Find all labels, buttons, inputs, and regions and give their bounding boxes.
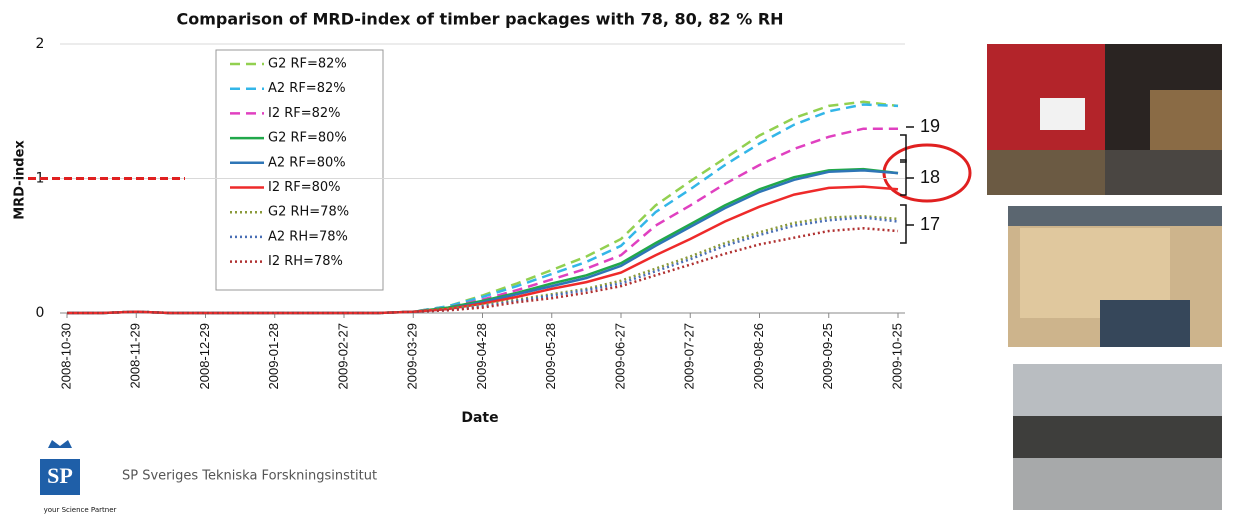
logo-text: SP (47, 463, 73, 488)
y-tick-label: 2 (36, 36, 45, 52)
series-line (67, 100, 899, 315)
y-axis-label: MRD-index (13, 140, 28, 220)
series-line (67, 185, 899, 315)
photo-timber-packages (1008, 206, 1222, 347)
legend-label: A2 RF=82% (268, 81, 346, 96)
organization-name: SP Sveriges Tekniska Forskningsinstitut (122, 469, 377, 484)
x-tick-label: 2009-06-27 (612, 323, 627, 390)
bracket (900, 126, 914, 163)
legend-label: I2 RH=78% (268, 254, 343, 269)
series-line (67, 227, 899, 315)
bracket (900, 159, 914, 196)
annotation: 18 (920, 167, 940, 187)
chart-title: Comparison of MRD-index of timber packag… (176, 10, 783, 29)
annotation: 17 (920, 214, 940, 234)
legend-label: G2 RH=78% (268, 205, 349, 220)
series-line (67, 169, 899, 315)
bracket (900, 204, 914, 244)
annotation: 19 (920, 116, 940, 136)
x-tick-label: 2008-12-29 (197, 323, 212, 390)
logo: SP your Science Partner (40, 440, 117, 514)
photo-storage-shed (1013, 364, 1222, 510)
x-axis-label: Date (461, 410, 498, 426)
x-tick-label: 2009-09-25 (820, 323, 835, 390)
y-tick-label: 0 (36, 305, 45, 321)
legend-label: G2 RF=80% (268, 131, 347, 146)
x-tick-label: 2009-07-27 (682, 323, 697, 390)
legend-label: I2 RF=80% (268, 180, 341, 195)
x-tick-label: 2008-11-29 (128, 323, 143, 389)
legend-box (215, 49, 384, 291)
series-line (67, 103, 899, 315)
logo-tagline: your Science Partner (44, 506, 117, 514)
x-tick-label: 2009-03-29 (405, 323, 420, 390)
legend-label: A2 RH=78% (268, 229, 348, 244)
series-line (67, 214, 899, 315)
x-tick-label: 2009-04-28 (474, 323, 489, 390)
legend-label: G2 RF=82% (268, 57, 347, 72)
x-tick-label: 2009-01-28 (266, 323, 281, 390)
x-tick-label: 2008-10-30 (58, 323, 73, 390)
x-tick-label: 2009-02-27 (335, 323, 350, 390)
x-tick-label: 2009-10-25 (889, 323, 904, 390)
series-line (67, 216, 899, 315)
series-line (67, 127, 898, 315)
x-tick-label: 2009-05-28 (543, 323, 558, 390)
legend-label: I2 RF=82% (268, 106, 341, 121)
photo-warehouse-wall (987, 44, 1222, 195)
legend-label: A2 RF=80% (268, 155, 346, 170)
series-line (67, 167, 899, 315)
x-tick-label: 2009-08-26 (751, 323, 766, 390)
